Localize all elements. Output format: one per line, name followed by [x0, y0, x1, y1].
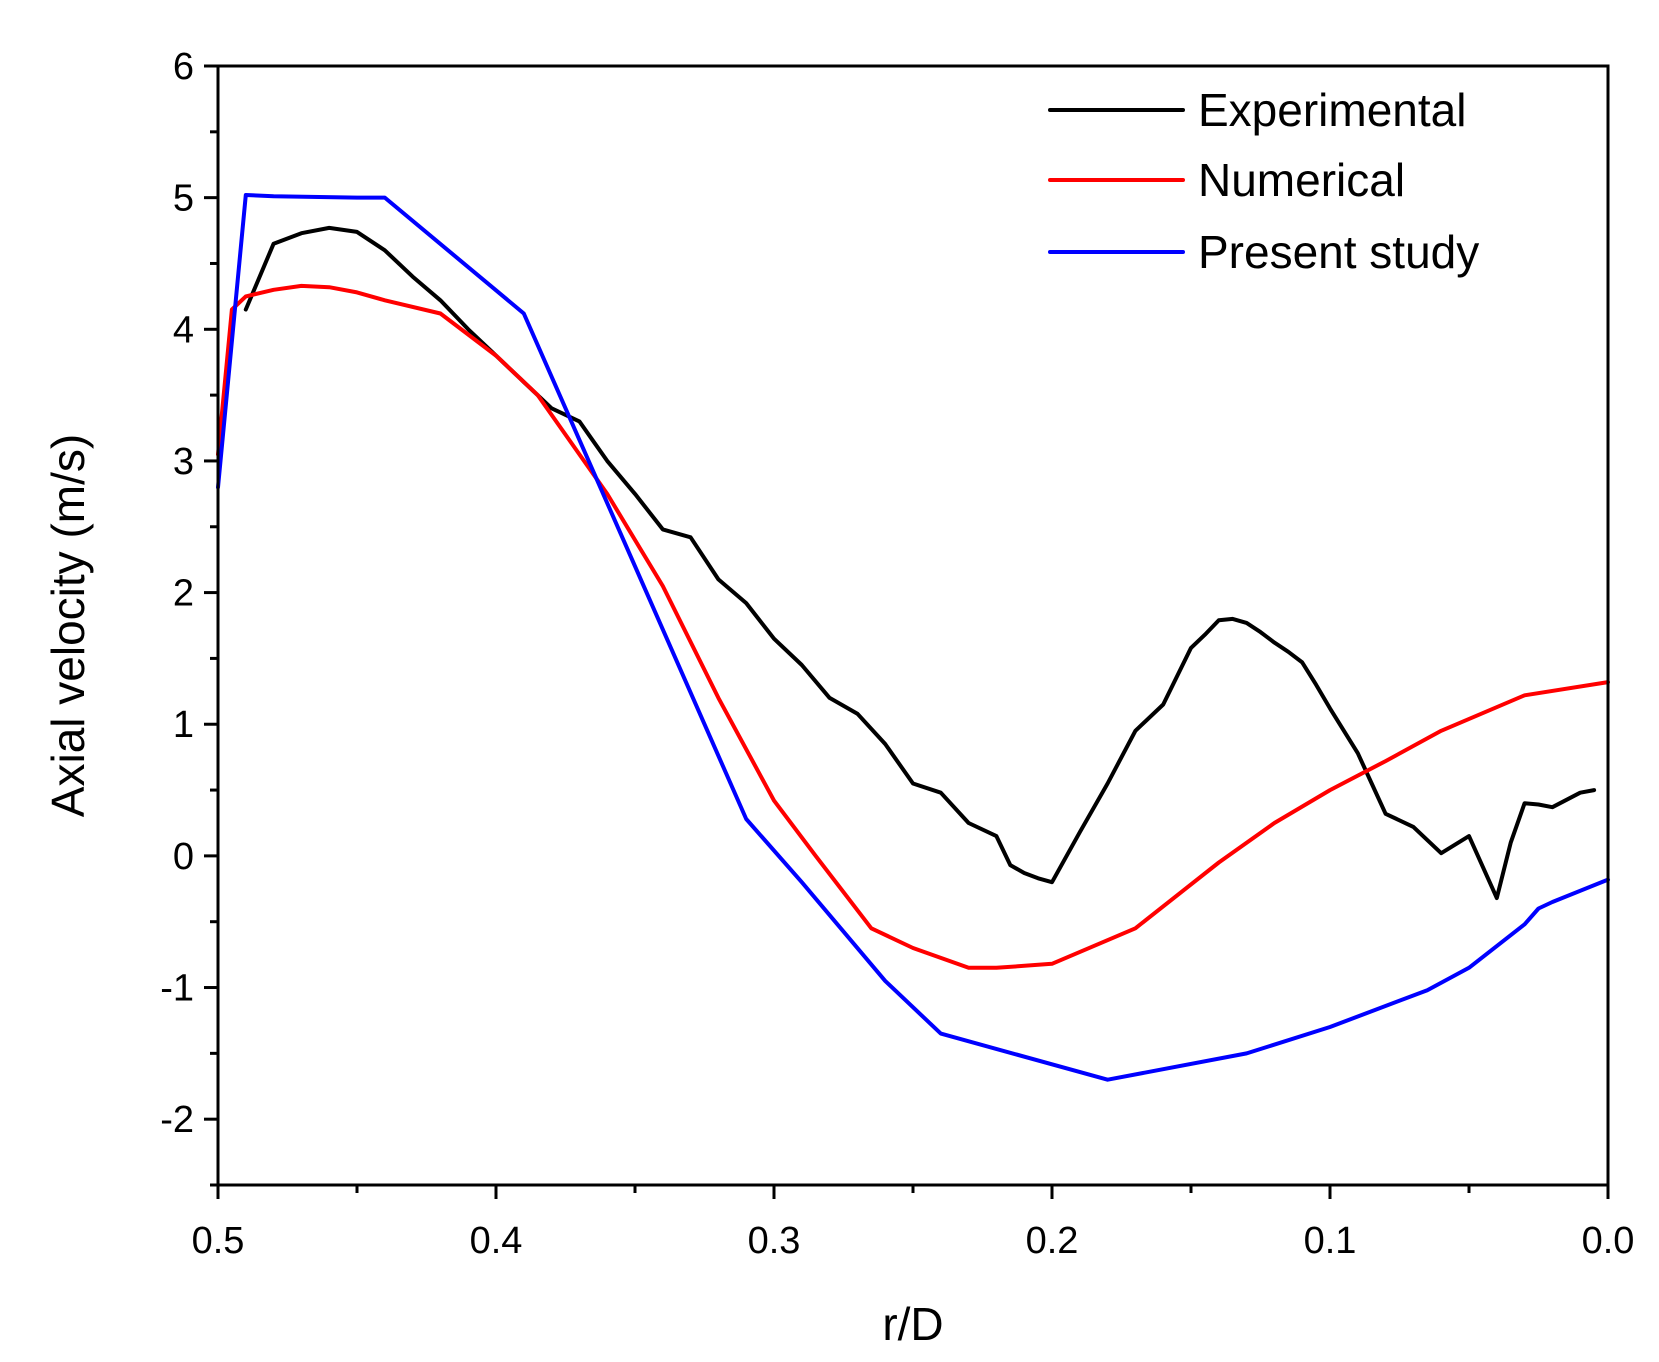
series-line-present-study: [216, 193, 1610, 1082]
y-tick-label: 2: [173, 573, 194, 615]
y-axis-title: Axial velocity (m/s): [42, 434, 94, 817]
legend: Experimental Numerical Present study: [1048, 84, 1479, 278]
y-tick-label: 3: [173, 441, 194, 483]
x-tick-label: 0.4: [470, 1220, 523, 1262]
y-tick-label: 4: [173, 309, 194, 351]
y-tick-label: 0: [173, 836, 194, 878]
y-tick-label: -1: [160, 968, 194, 1010]
x-tick-label: 0.2: [1026, 1220, 1079, 1262]
x-tick-label: 0.3: [748, 1220, 801, 1262]
legend-label-present-study: Present study: [1198, 226, 1479, 278]
y-tick-label: -2: [160, 1099, 194, 1141]
legend-label-experimental: Experimental: [1198, 84, 1466, 136]
x-axis-title: r/D: [882, 1298, 943, 1350]
y-tick-label: 6: [173, 46, 194, 88]
series-layer: [216, 193, 1610, 1082]
y-tick-label: 1: [173, 704, 194, 746]
x-tick-label: 0.5: [192, 1220, 245, 1262]
series-line-numerical: [216, 283, 1610, 970]
x-tick-label: 0.1: [1304, 1220, 1357, 1262]
y-tick-label: 5: [173, 178, 194, 220]
tick-layer: 0.5 0.4 0.3 0.2 0.1 0.0 6 5 4 3 2 1 0 -1 -2: [160, 46, 1634, 1262]
legend-label-numerical: Numerical: [1198, 154, 1405, 206]
x-tick-label: 0.0: [1582, 1220, 1635, 1262]
